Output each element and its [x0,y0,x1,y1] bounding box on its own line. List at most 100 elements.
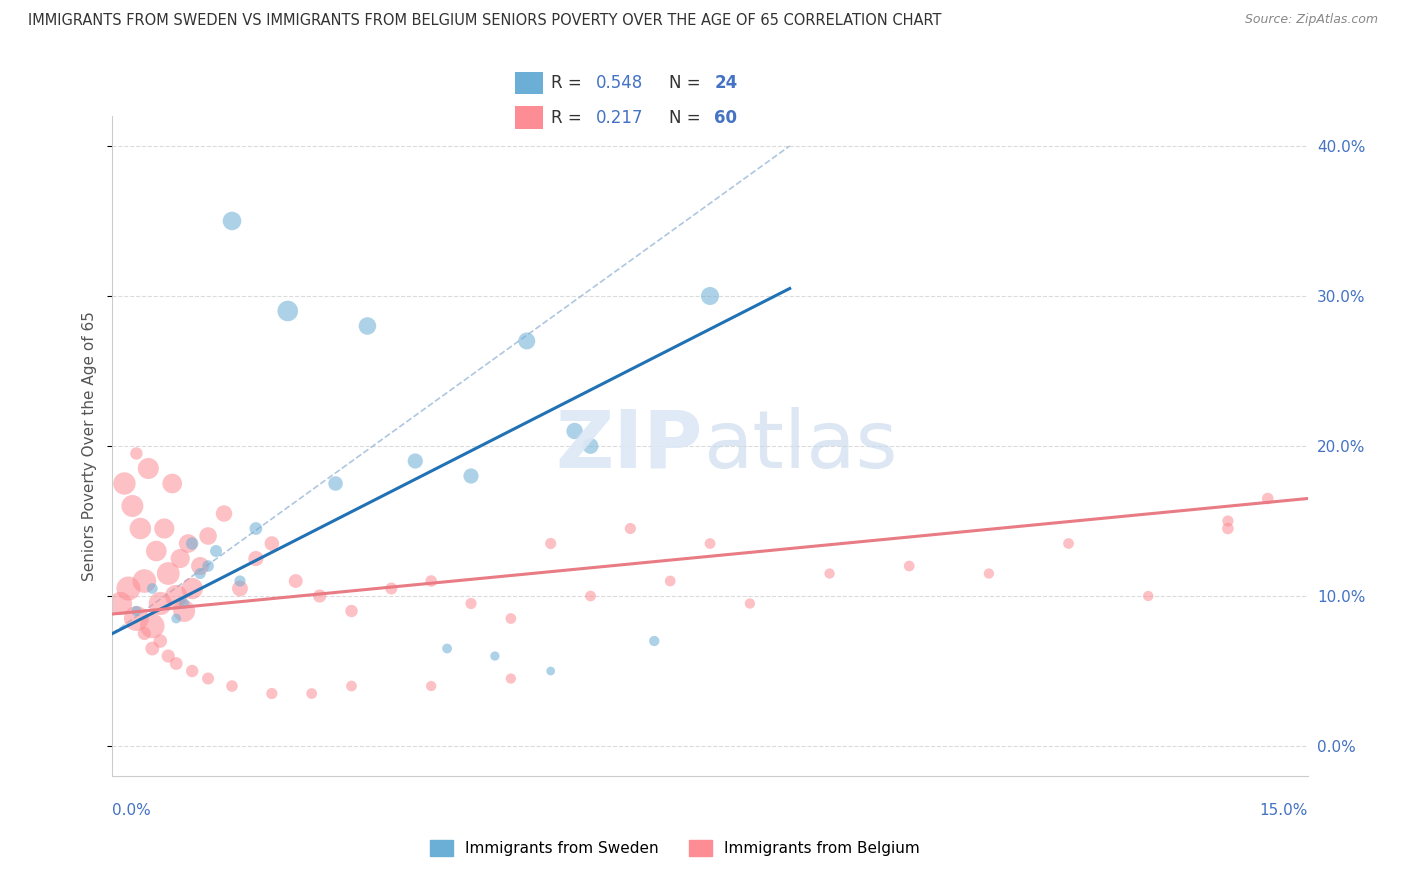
Point [540,536,562,550]
Point [157,648,180,663]
Point [1137,589,1160,603]
Point [188,566,211,581]
Legend: Immigrants from Sweden, Immigrants from Belgium: Immigrants from Sweden, Immigrants from … [423,834,927,862]
Point [197,672,219,686]
FancyBboxPatch shape [515,106,543,129]
Point [564,424,586,438]
Point [125,611,148,625]
Text: R =: R = [551,74,588,92]
Point [643,634,665,648]
Point [177,536,200,550]
Point [1257,491,1279,506]
Point [898,559,921,574]
Point [117,582,139,596]
Point [141,619,163,633]
Point [1216,514,1239,528]
Point [579,439,602,453]
Point [484,648,506,663]
Point [181,536,204,550]
Text: R =: R = [551,109,588,127]
Point [221,214,243,228]
Point [121,499,143,513]
Text: N =: N = [669,109,706,127]
Point [540,664,562,678]
Point [173,604,195,618]
Point [436,641,458,656]
Text: Source: ZipAtlas.com: Source: ZipAtlas.com [1244,13,1378,27]
Point [197,529,219,543]
Point [141,582,163,596]
Point [145,544,167,558]
Text: 15.0%: 15.0% [1260,803,1308,818]
Text: N =: N = [669,74,706,92]
Text: 0.548: 0.548 [596,74,644,92]
Point [169,551,191,566]
Point [460,597,482,611]
Point [260,536,283,550]
Point [157,566,180,581]
Point [699,536,721,550]
Point [460,469,482,483]
Point [229,574,252,588]
Point [165,589,187,603]
Point [619,521,641,535]
Point [1057,536,1080,550]
Point [165,657,187,671]
Point [516,334,538,348]
Point [260,687,283,701]
Point [420,574,443,588]
FancyBboxPatch shape [515,71,543,95]
Text: ZIP: ZIP [555,407,703,485]
Point [205,544,228,558]
Point [340,604,363,618]
Point [134,626,156,640]
Point [229,582,252,596]
Point [325,476,347,491]
Text: 60: 60 [714,109,737,127]
Point [165,611,187,625]
Text: 24: 24 [714,74,738,92]
Point [340,679,363,693]
Point [149,634,172,648]
Point [301,687,323,701]
Point [125,604,148,618]
Text: 0.217: 0.217 [596,109,644,127]
Point [197,559,219,574]
Point [380,582,402,596]
Text: atlas: atlas [703,407,897,485]
Point [110,597,132,611]
Point [699,289,721,303]
Point [308,589,330,603]
Point [1216,521,1239,535]
Point [162,476,183,491]
Point [141,641,163,656]
Point [284,574,307,588]
Point [181,582,204,596]
Point [499,611,522,625]
Point [134,574,156,588]
Point [221,679,243,693]
Text: 0.0%: 0.0% [112,803,152,818]
Point [356,318,378,333]
Text: IMMIGRANTS FROM SWEDEN VS IMMIGRANTS FROM BELGIUM SENIORS POVERTY OVER THE AGE O: IMMIGRANTS FROM SWEDEN VS IMMIGRANTS FRO… [28,13,942,29]
Point [499,672,522,686]
Point [659,574,682,588]
Point [212,507,235,521]
Point [149,597,172,611]
Point [153,521,176,535]
Point [579,589,602,603]
Point [420,679,443,693]
Point [245,551,267,566]
Point [277,304,299,318]
Point [129,521,152,535]
Point [114,476,135,491]
Point [188,559,211,574]
Point [404,454,426,468]
Point [738,597,761,611]
Point [818,566,841,581]
Point [138,461,160,475]
Y-axis label: Seniors Poverty Over the Age of 65: Seniors Poverty Over the Age of 65 [82,311,97,581]
Point [125,446,148,460]
Point [181,664,204,678]
Point [173,597,195,611]
